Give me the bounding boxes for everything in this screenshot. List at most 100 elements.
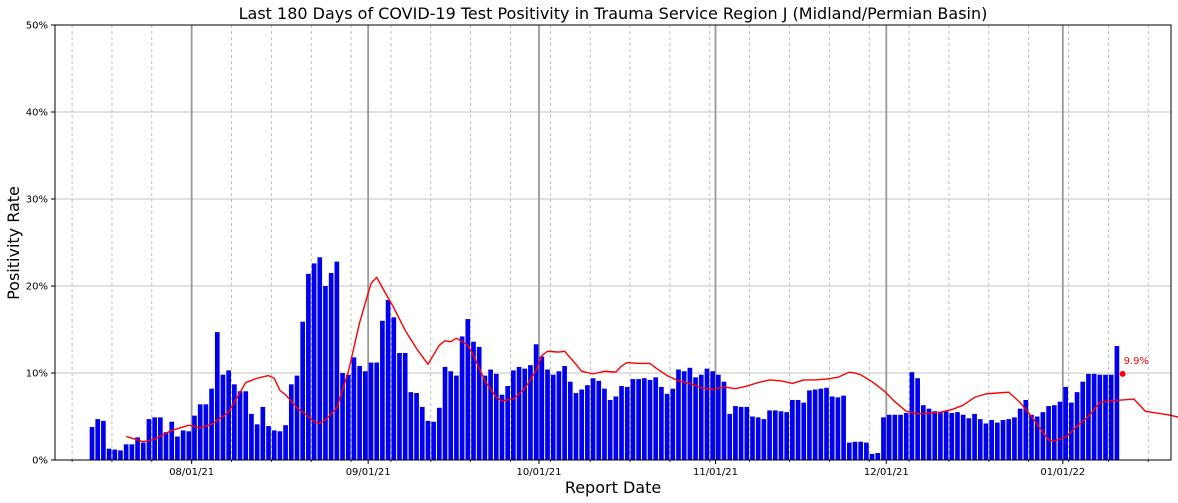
daily-bar [784,412,789,460]
daily-bar [300,321,306,460]
daily-bar [135,437,140,460]
daily-bar [960,414,966,460]
daily-bar [693,377,698,460]
daily-bar [835,397,841,460]
grid-layer [55,24,1171,461]
x-tick-label: 08/01/21 [169,467,214,478]
daily-bar [892,414,898,460]
daily-bar [488,369,493,460]
daily-bar [511,370,516,460]
daily-bar [340,373,345,460]
daily-bar [129,444,135,460]
x-tick-label: 01/01/22 [1040,467,1085,478]
daily-bar [1114,346,1120,460]
daily-bar [499,394,505,460]
daily-bar [140,442,146,460]
daily-bar [767,410,772,460]
daily-bar [522,368,528,460]
daily-bar [1040,412,1046,460]
daily-bar [778,411,784,460]
daily-bar [989,419,994,460]
daily-bar [471,341,476,460]
daily-bar [465,319,471,460]
daily-bar [653,377,659,460]
daily-bar [431,421,436,460]
daily-bar [1091,373,1097,460]
daily-bar [562,366,567,460]
daily-bar [607,399,613,460]
daily-bar [448,371,454,460]
daily-bar [158,417,163,460]
daily-bar [886,414,892,460]
daily-bar [402,352,408,460]
daily-bar [192,415,197,460]
daily-bar [1012,417,1017,460]
daily-bar [482,375,488,460]
daily-bar [1006,419,1012,460]
daily-bar [197,404,203,460]
daily-bar [533,344,539,460]
daily-bar [493,373,499,460]
daily-bar [288,384,294,460]
daily-bar [716,374,721,460]
x-tick-label: 11/01/21 [693,467,738,478]
daily-bar [232,384,237,460]
daily-bar [334,261,340,460]
daily-bar [271,430,277,460]
daily-bar [750,416,755,460]
tick-layer: 0% 10% 20% 30% 40% 50% 08/01/21 09/01/21 10/01/2… [26,21,1149,478]
daily-bar [596,380,602,460]
daily-bar [903,413,909,460]
daily-bar [357,366,362,460]
daily-bar [681,371,687,460]
last-value-marker [1119,370,1126,377]
daily-bar [864,442,869,460]
daily-bar [926,408,932,460]
daily-bar [641,378,647,460]
daily-bar [249,413,254,460]
daily-bar [277,431,283,460]
daily-bar [237,391,243,460]
daily-bar [328,272,334,460]
daily-bar [89,426,95,460]
x-tick-label: 10/01/21 [517,467,562,478]
daily-bar [550,374,556,460]
daily-bar [602,388,607,460]
daily-bar [391,317,397,460]
plot-area-frame [54,24,1172,461]
daily-bar [812,389,818,460]
y-tick-label: 20% [26,282,48,293]
daily-bar [528,365,533,460]
y-tick-label: 10% [26,369,48,380]
daily-bar [938,412,943,460]
daily-bar [442,366,448,460]
daily-bar [636,379,641,460]
daily-bar [123,444,129,460]
last-value-annotation: 9.9% [1124,356,1149,367]
daily-bar [744,406,750,460]
daily-bar [801,402,807,460]
daily-bar [118,450,123,460]
rolling-average-line [125,276,1178,443]
daily-bar [846,442,852,460]
daily-bar [659,386,664,460]
daily-bar [226,370,231,460]
daily-bar [539,356,545,460]
daily-bar [454,375,459,460]
daily-bar [101,420,106,460]
daily-bar [380,320,385,460]
daily-bar [772,410,778,460]
daily-bar [949,413,955,460]
daily-bar [203,404,209,460]
daily-bar [624,386,630,460]
daily-bar [807,390,812,460]
line-layer [125,276,1178,443]
daily-bar [1097,374,1103,460]
daily-bar [1017,408,1023,460]
daily-bar [983,423,989,460]
daily-bar [676,369,681,460]
daily-bar [556,371,562,460]
daily-bar [1046,406,1051,460]
daily-bar [1023,399,1029,460]
